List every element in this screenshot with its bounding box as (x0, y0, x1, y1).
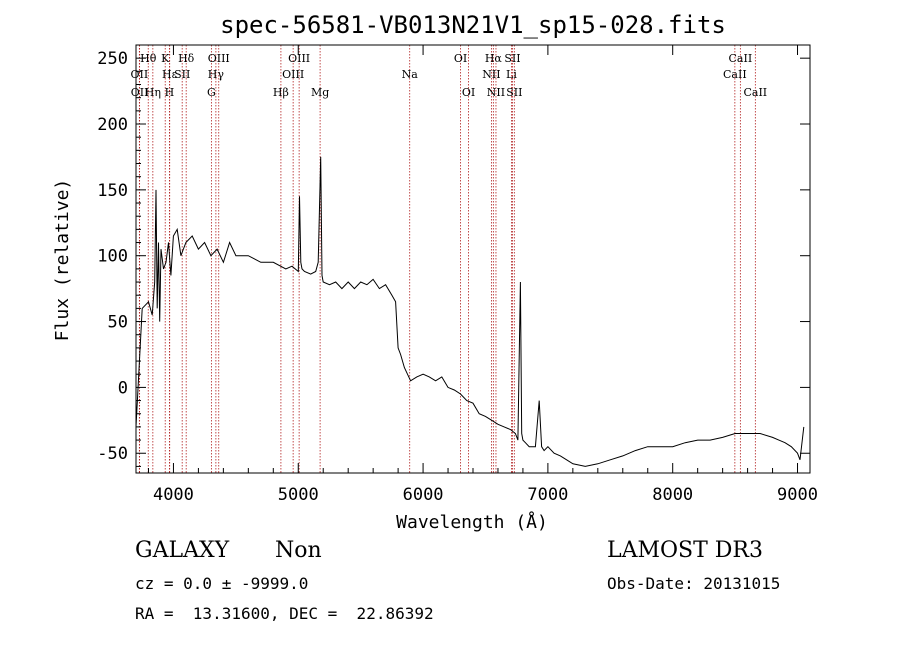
x-tick-label: 9000 (777, 485, 818, 505)
obs-date: Obs-Date: 20131015 (607, 574, 781, 593)
y-tick-label: 0 (118, 378, 128, 398)
x-axis-label: Wavelength (Å) (396, 511, 548, 533)
line-label: Hη (145, 86, 161, 99)
ra-dec: RA = 13.31600, DEC = 22.86392 (135, 604, 434, 623)
line-label: Hα (485, 52, 503, 65)
line-label: Hε (162, 68, 178, 81)
y-axis-label: Flux (relative) (52, 179, 73, 342)
x-tick-label: 4000 (153, 485, 194, 505)
line-label: NII (487, 86, 505, 99)
line-label: Li (506, 68, 517, 81)
y-axis-ticks: -50 0 50 100 150 200 250 (97, 49, 810, 467)
line-label: OIII (208, 52, 230, 65)
object-class: GALAXY (135, 538, 230, 563)
cz-value: cz = 0.0 ± -9999.0 (135, 574, 309, 593)
line-markers (138, 45, 756, 473)
line-label: SII (506, 86, 522, 99)
line-label: Hθ (140, 52, 157, 65)
line-label: Mg (311, 86, 329, 99)
spectrum-line (135, 156, 805, 467)
line-label: G (207, 86, 216, 99)
chart-title: spec-56581-VB013N21V1_sp15-028.fits (220, 11, 726, 39)
plot-frame (135, 44, 811, 474)
line-label: Hγ (208, 68, 225, 81)
object-subclass: Non (275, 538, 322, 563)
line-label: OII (131, 68, 149, 81)
y-tick-label: 150 (97, 181, 128, 201)
line-label: CaII (729, 52, 753, 65)
line-label: SII (504, 52, 520, 65)
line-label: NII (482, 68, 500, 81)
y-tick-label: -50 (97, 444, 128, 464)
line-label: OIII (288, 52, 310, 65)
line-label: K (161, 52, 170, 65)
line-label: CaII (743, 86, 767, 99)
line-label: CaII (723, 68, 747, 81)
line-label: OI (454, 52, 467, 65)
line-label: H (165, 86, 175, 99)
y-tick-label: 100 (97, 247, 128, 267)
x-tick-label: 5000 (278, 485, 319, 505)
line-label: Hβ (273, 86, 289, 99)
x-tick-label: 8000 (652, 485, 693, 505)
x-tick-label: 6000 (403, 485, 444, 505)
x-axis-ticks: 4000 5000 6000 7000 8000 9000 (147, 45, 818, 505)
y-tick-label: 200 (97, 115, 128, 135)
line-label: OII (131, 86, 149, 99)
y-tick-label: 50 (108, 313, 128, 333)
line-label: OI (462, 86, 475, 99)
y-tick-label: 250 (97, 49, 128, 69)
line-label: OIII (282, 68, 304, 81)
line-label: SII (174, 68, 190, 81)
line-label: Hδ (178, 52, 195, 65)
x-tick-label: 7000 (527, 485, 568, 505)
survey-name: LAMOST DR3 (607, 538, 763, 563)
line-label: Na (402, 68, 419, 81)
